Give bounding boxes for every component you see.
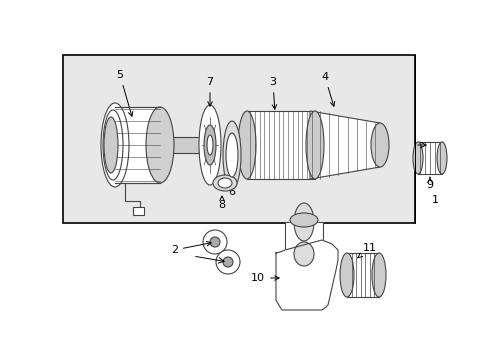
Ellipse shape <box>101 103 129 187</box>
Bar <box>417 142 441 174</box>
Ellipse shape <box>209 237 220 247</box>
Ellipse shape <box>203 230 226 254</box>
Bar <box>63 55 414 223</box>
Ellipse shape <box>293 242 313 266</box>
Bar <box>285 222 323 254</box>
Polygon shape <box>275 240 337 310</box>
Ellipse shape <box>199 105 221 185</box>
Ellipse shape <box>223 257 232 267</box>
Text: 9: 9 <box>426 177 433 190</box>
Text: 11: 11 <box>357 243 376 258</box>
Ellipse shape <box>223 121 241 189</box>
Bar <box>346 253 378 297</box>
Ellipse shape <box>305 111 324 179</box>
Ellipse shape <box>293 203 313 241</box>
Text: 1: 1 <box>431 195 438 205</box>
Ellipse shape <box>203 125 216 165</box>
Text: 8: 8 <box>218 196 225 210</box>
Ellipse shape <box>218 178 231 188</box>
Text: 5: 5 <box>116 70 133 116</box>
Ellipse shape <box>103 110 123 180</box>
Ellipse shape <box>104 117 118 173</box>
Ellipse shape <box>216 250 240 274</box>
Ellipse shape <box>339 253 353 297</box>
Ellipse shape <box>370 123 388 167</box>
Text: 7: 7 <box>206 77 213 106</box>
Ellipse shape <box>371 253 385 297</box>
Text: 10: 10 <box>250 273 279 283</box>
Ellipse shape <box>436 142 446 174</box>
Ellipse shape <box>289 213 317 227</box>
Text: 6: 6 <box>228 179 235 197</box>
Bar <box>160 137 209 153</box>
Bar <box>246 111 314 179</box>
Polygon shape <box>309 111 379 179</box>
Ellipse shape <box>225 133 238 177</box>
Ellipse shape <box>206 135 213 155</box>
Text: 2: 2 <box>170 242 211 255</box>
Bar <box>115 107 160 183</box>
Ellipse shape <box>238 111 256 179</box>
Text: 3: 3 <box>269 77 276 109</box>
Ellipse shape <box>412 142 422 174</box>
Ellipse shape <box>146 107 174 183</box>
Text: 4: 4 <box>321 72 334 106</box>
Bar <box>133 207 143 215</box>
Ellipse shape <box>213 175 237 191</box>
